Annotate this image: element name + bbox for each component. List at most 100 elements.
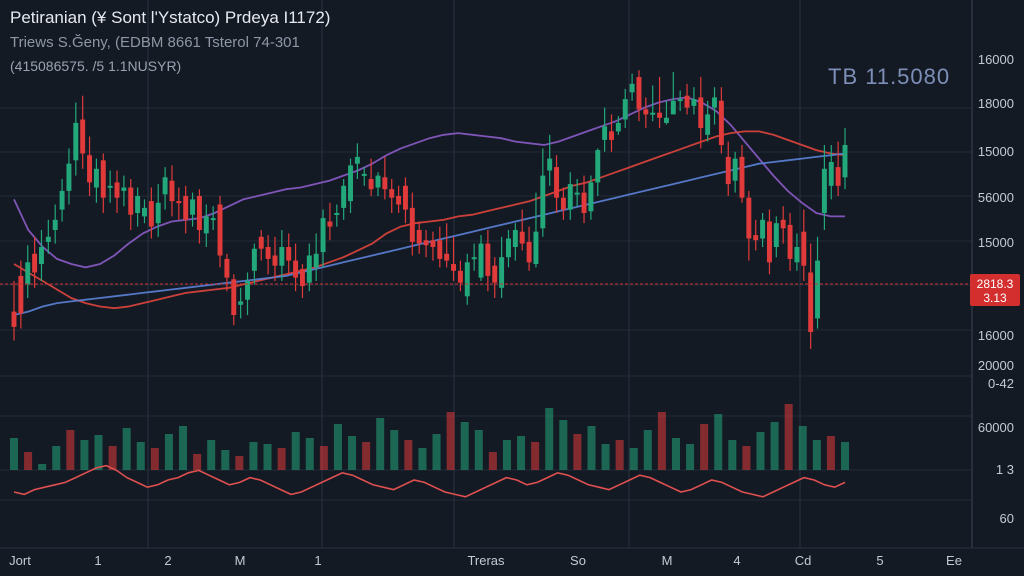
volume-bar — [812, 440, 821, 470]
candle-body — [231, 279, 237, 315]
volume-bar — [94, 435, 103, 470]
candle — [478, 235, 484, 281]
volume-bar — [460, 422, 469, 470]
candle — [444, 223, 450, 268]
volume-bar — [573, 434, 582, 470]
candle-body — [142, 207, 147, 217]
candle — [190, 192, 196, 227]
candle-body — [155, 202, 161, 224]
candle-body — [313, 253, 319, 268]
candle-body — [815, 260, 821, 319]
candle-body — [38, 247, 44, 264]
time-axis-label: Ee — [946, 553, 962, 568]
candle-body — [746, 197, 752, 239]
volume-bar — [193, 454, 202, 470]
volume-bar — [249, 442, 258, 470]
candle — [780, 206, 786, 244]
price-axis-label: 15000 — [978, 144, 1014, 159]
candle-body — [107, 185, 113, 188]
candle — [210, 206, 216, 230]
candle — [423, 230, 429, 258]
candle — [320, 209, 326, 268]
candle — [519, 209, 525, 251]
candle-body — [251, 248, 257, 271]
volume-bar — [277, 448, 286, 470]
candle-body — [725, 156, 731, 185]
candle-body — [457, 270, 463, 283]
candle — [595, 148, 601, 196]
candle — [327, 202, 333, 241]
volume-bar — [474, 430, 483, 470]
volume-bar — [671, 438, 680, 470]
candle — [38, 230, 44, 281]
candle — [533, 192, 539, 268]
candle — [169, 165, 175, 217]
volume-bar — [122, 428, 131, 470]
candle-body — [299, 269, 305, 287]
candle — [293, 243, 299, 292]
time-axis-label: So — [570, 553, 586, 568]
candle — [691, 87, 697, 115]
candle — [684, 83, 690, 115]
volume-bar — [432, 434, 441, 470]
time-axis-label: 1 — [314, 553, 321, 568]
candle — [258, 230, 264, 261]
candle-body — [11, 311, 17, 327]
candle-body — [780, 219, 786, 229]
candle — [794, 233, 800, 271]
oscillator-line — [13, 464, 846, 498]
candle-body — [842, 145, 848, 178]
volume-bar — [601, 444, 610, 470]
time-axis-label: Jort — [9, 553, 31, 568]
candle-body — [835, 167, 841, 186]
candle — [547, 134, 553, 186]
candle-body — [430, 240, 436, 247]
candle-body — [87, 155, 93, 183]
volume-bar — [742, 446, 751, 470]
candle-body — [622, 99, 628, 120]
candle — [162, 167, 168, 210]
price-axis-label: 20000 — [978, 358, 1014, 373]
candle — [245, 272, 250, 315]
moving-averages — [13, 96, 846, 316]
price-axis-label: 56000 — [978, 190, 1014, 205]
candle-body — [190, 199, 196, 215]
candle-body — [320, 218, 326, 253]
candle — [251, 243, 257, 285]
candle-body — [217, 204, 223, 256]
candle — [25, 245, 31, 298]
candle-body — [533, 231, 539, 264]
volume-bar — [728, 440, 737, 470]
candle — [698, 77, 704, 149]
candle-body — [183, 196, 189, 220]
candle-body — [224, 258, 230, 278]
volume-bar — [305, 438, 314, 470]
volume-bar — [38, 464, 47, 470]
candle-body — [100, 160, 106, 198]
candle-body — [409, 207, 415, 242]
volume-bar — [502, 440, 511, 470]
volume-bar — [784, 404, 793, 470]
candle — [396, 185, 402, 213]
volume-bar — [559, 420, 568, 470]
candle — [341, 179, 347, 220]
candle-body — [485, 243, 491, 276]
candle — [663, 100, 669, 125]
candle-body — [382, 177, 388, 190]
candle — [636, 70, 642, 122]
candle — [18, 260, 24, 329]
volume-bar — [714, 414, 723, 470]
candle — [773, 216, 779, 258]
candle-body — [80, 119, 86, 154]
candle-body — [718, 100, 724, 145]
candle-body — [643, 109, 649, 115]
candle-body — [18, 275, 24, 314]
candle — [32, 236, 38, 288]
volume-bar — [108, 446, 117, 470]
volume-bar — [841, 442, 849, 470]
volume-bar — [798, 426, 807, 470]
candle-body — [808, 272, 814, 332]
candle — [409, 192, 415, 256]
candle-body — [25, 262, 31, 285]
candle — [402, 177, 408, 224]
